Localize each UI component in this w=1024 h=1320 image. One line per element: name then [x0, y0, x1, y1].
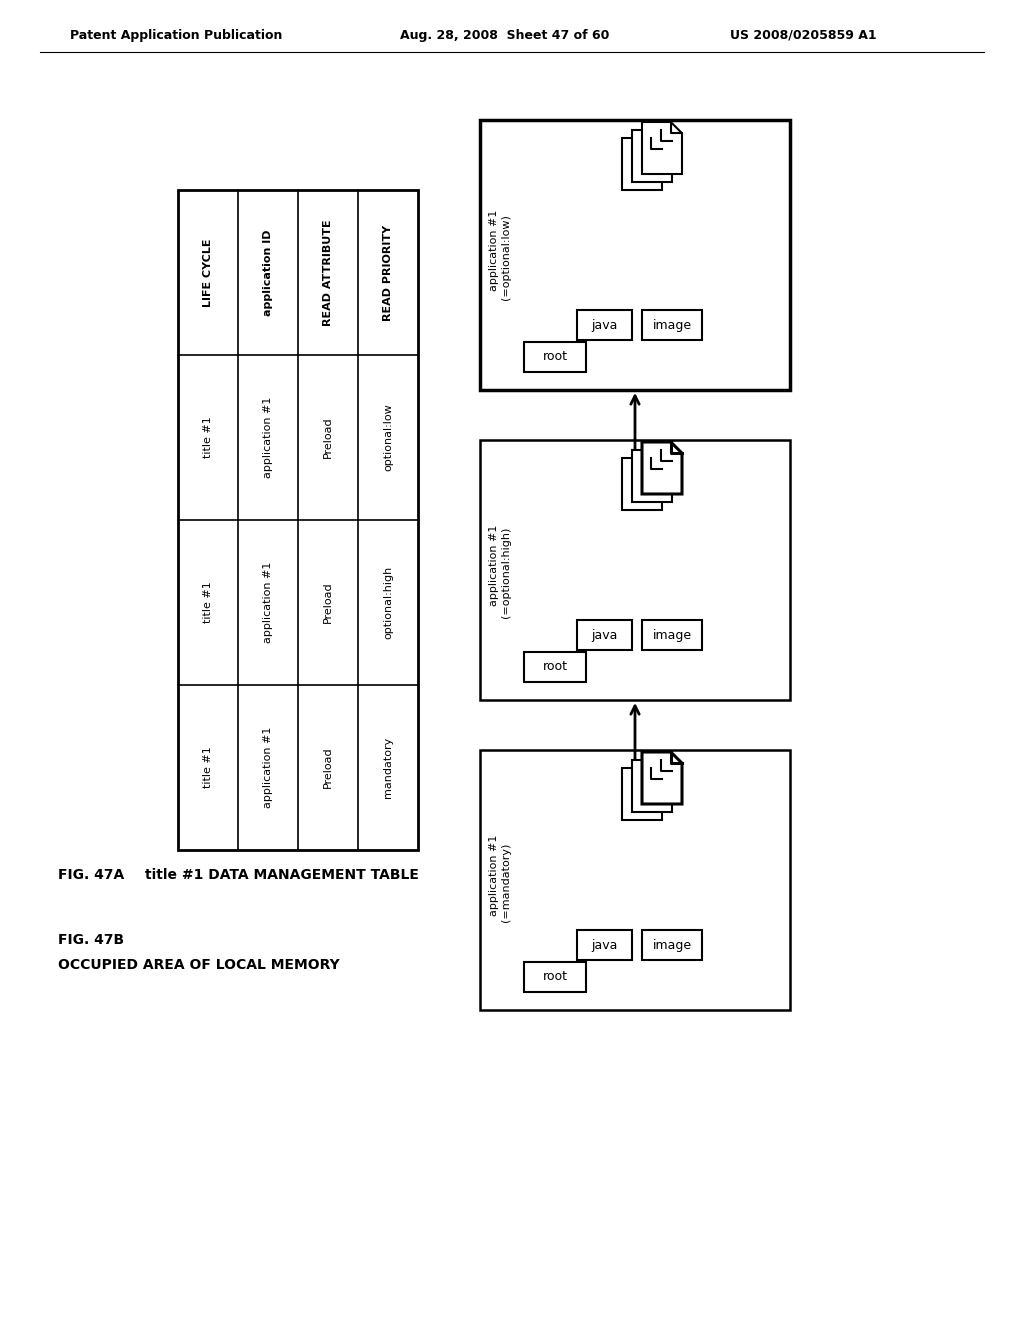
Bar	[642, 310, 702, 341]
Text: OCCUPIED AREA OF LOCAL MEMORY: OCCUPIED AREA OF LOCAL MEMORY	[58, 958, 340, 972]
Bar	[524, 962, 586, 993]
Text: title #1: title #1	[203, 747, 213, 788]
Bar	[178, 190, 418, 850]
Text: root: root	[543, 351, 567, 363]
Text: application #1: application #1	[263, 397, 273, 478]
Polygon shape	[632, 129, 672, 182]
Text: title #1: title #1	[203, 582, 213, 623]
Text: application #1: application #1	[489, 210, 499, 290]
Text: FIG. 47B: FIG. 47B	[58, 933, 124, 946]
Polygon shape	[632, 760, 672, 812]
Text: Aug. 28, 2008  Sheet 47 of 60: Aug. 28, 2008 Sheet 47 of 60	[400, 29, 609, 41]
Polygon shape	[622, 139, 662, 190]
Text: (=optional:high): (=optional:high)	[501, 527, 511, 618]
Text: (=mandatory): (=mandatory)	[501, 842, 511, 921]
Text: Preload: Preload	[323, 747, 333, 788]
Text: application #1: application #1	[263, 562, 273, 643]
Text: FIG. 47A: FIG. 47A	[58, 869, 124, 882]
Bar	[480, 750, 790, 1010]
Bar	[480, 120, 790, 389]
Text: image: image	[652, 939, 691, 952]
Bar	[642, 620, 702, 649]
Text: root: root	[543, 660, 567, 673]
Text: optional:low: optional:low	[383, 404, 393, 471]
Text: title #1: title #1	[203, 417, 213, 458]
Text: Preload: Preload	[323, 417, 333, 458]
Polygon shape	[642, 121, 682, 174]
Text: java: java	[591, 318, 617, 331]
Text: java: java	[591, 939, 617, 952]
Text: Patent Application Publication: Patent Application Publication	[70, 29, 283, 41]
Bar	[524, 342, 586, 372]
Polygon shape	[622, 768, 662, 820]
Text: LIFE CYCLE: LIFE CYCLE	[203, 238, 213, 306]
Text: mandatory: mandatory	[383, 737, 393, 799]
Text: application #1: application #1	[489, 524, 499, 606]
Text: US 2008/0205859 A1: US 2008/0205859 A1	[730, 29, 877, 41]
Text: root: root	[543, 970, 567, 983]
Text: READ ATTRIBUTE: READ ATTRIBUTE	[323, 219, 333, 326]
Text: READ PRIORITY: READ PRIORITY	[383, 224, 393, 321]
Text: java: java	[591, 628, 617, 642]
Bar	[480, 440, 790, 700]
Bar	[577, 931, 632, 960]
Bar	[524, 652, 586, 682]
Bar	[577, 620, 632, 649]
Text: image: image	[652, 318, 691, 331]
Text: application ID: application ID	[263, 230, 273, 315]
Text: application #1: application #1	[263, 727, 273, 808]
Text: application #1: application #1	[489, 834, 499, 916]
Text: Preload: Preload	[323, 582, 333, 623]
Polygon shape	[642, 442, 682, 494]
Text: title #1 DATA MANAGEMENT TABLE: title #1 DATA MANAGEMENT TABLE	[145, 869, 419, 882]
Text: (=optional:low): (=optional:low)	[501, 214, 511, 300]
Text: image: image	[652, 628, 691, 642]
Polygon shape	[632, 450, 672, 502]
Text: optional:high: optional:high	[383, 566, 393, 639]
Bar	[577, 310, 632, 341]
Polygon shape	[642, 752, 682, 804]
Polygon shape	[622, 458, 662, 510]
Bar	[642, 931, 702, 960]
